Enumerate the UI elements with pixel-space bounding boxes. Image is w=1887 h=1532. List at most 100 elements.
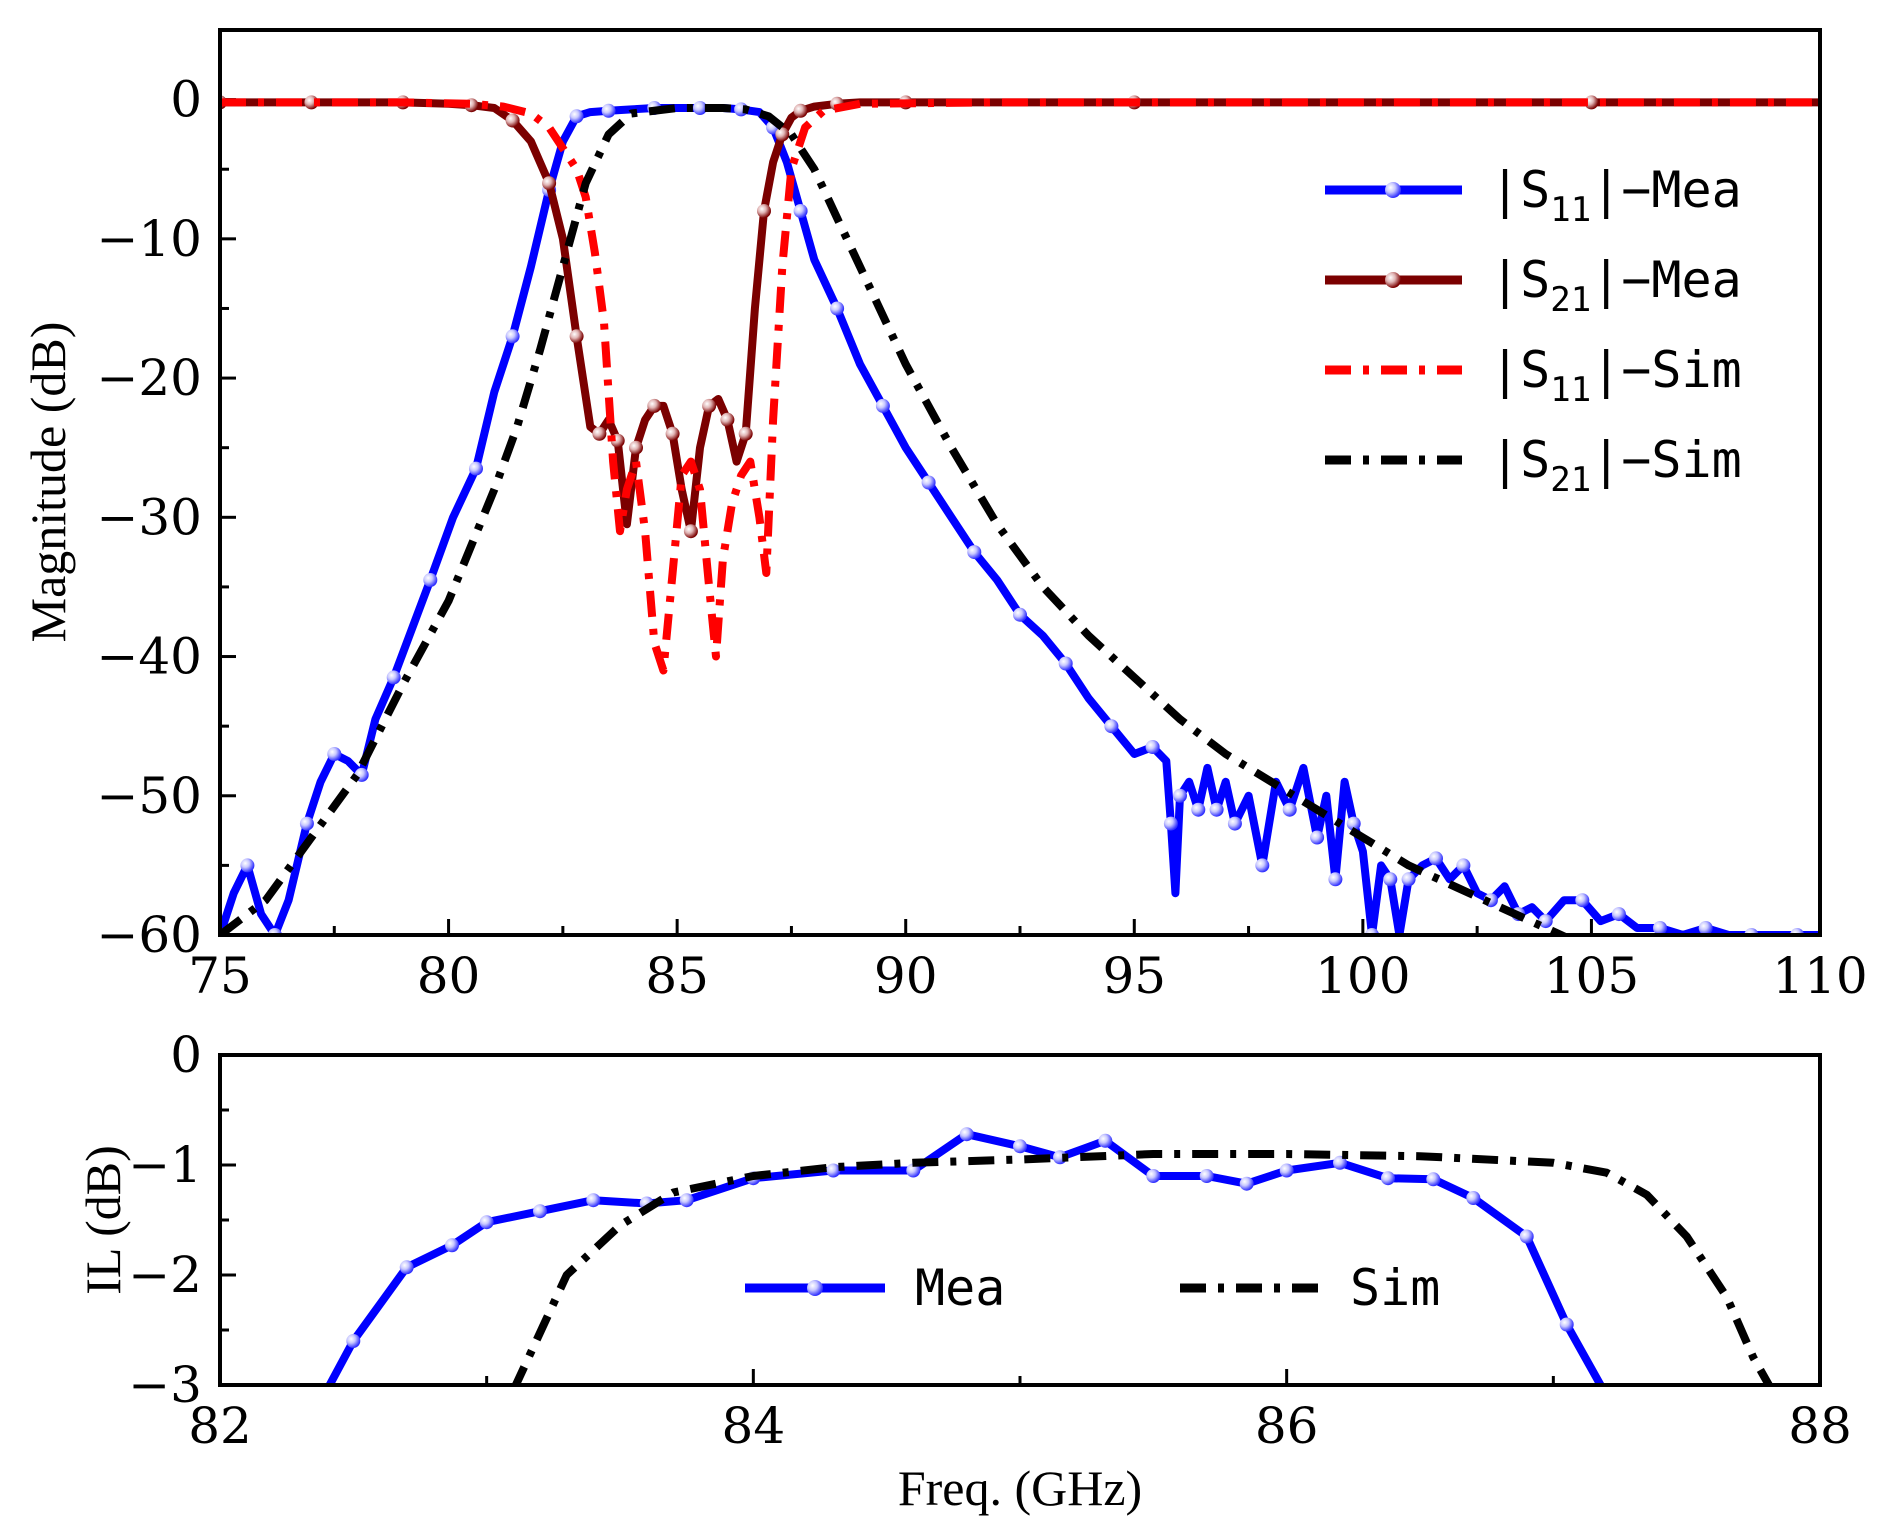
bottom-marker — [1013, 1139, 1027, 1154]
bottom-marker — [1279, 1163, 1294, 1178]
top-marker — [1538, 914, 1553, 929]
top-marker — [386, 670, 401, 685]
bottom-y-tick-label: 0 — [170, 1026, 202, 1084]
top-marker — [921, 475, 936, 490]
top-series-group — [220, 95, 1820, 935]
top-y-tick-label: −60 — [96, 906, 202, 964]
top-marker — [1282, 802, 1297, 817]
top-marker — [423, 573, 438, 587]
bottom-legend-label: Mea — [915, 1259, 1005, 1317]
bottom-marker — [1098, 1133, 1113, 1148]
bottom-series-group — [322, 1127, 1774, 1403]
bottom-legend: Mea Sim — [745, 1259, 1440, 1317]
top-marker — [1227, 816, 1242, 831]
top-marker — [1698, 921, 1713, 935]
bottom-marker — [1199, 1169, 1214, 1183]
bottom-x-tick-label: 84 — [722, 1397, 786, 1455]
top-marker — [569, 329, 584, 344]
top-axis-ticks: 75 80 85 90 95 100 105 110 0 −10 −20 −30 −40 −50 −60 — [96, 28, 1868, 1005]
top-marker — [738, 426, 753, 441]
bottom-marker — [445, 1238, 459, 1253]
top-x-tick-label: 110 — [1772, 947, 1867, 1005]
top-y-tick-label: −40 — [96, 628, 202, 686]
bottom-marker — [479, 1215, 494, 1230]
top-marker — [830, 301, 845, 316]
top-marker — [1173, 788, 1187, 803]
top-marker — [793, 204, 808, 218]
top-marker — [1653, 921, 1667, 935]
top-legend: |S11|−Mea |S21|−Mea |S11|−Sim |S21|−Sim — [1325, 161, 1742, 500]
top-marker — [793, 103, 808, 118]
top-marker — [775, 127, 790, 142]
top-marker — [1401, 872, 1416, 887]
top-marker — [505, 113, 520, 128]
bottom-marker — [1239, 1176, 1254, 1191]
bottom-marker — [586, 1193, 601, 1208]
top-marker — [569, 109, 584, 124]
bottom-marker — [1559, 1317, 1574, 1332]
bottom-marker — [1146, 1169, 1161, 1183]
x-axis-title: Freq. (GHz) — [898, 1460, 1142, 1516]
bottom-marker — [1333, 1155, 1347, 1170]
bottom-y-tick-label: −2 — [128, 1246, 202, 1304]
top-marker — [720, 412, 735, 427]
top-x-tick-label: 105 — [1544, 947, 1639, 1005]
top-marker — [1255, 858, 1270, 873]
top-marker — [693, 101, 707, 115]
top-marker — [647, 398, 662, 413]
bottom-marker — [959, 1127, 974, 1142]
bottom-marker — [826, 1163, 841, 1178]
top-marker — [1328, 872, 1343, 887]
top-marker — [1310, 830, 1325, 845]
top-marker — [601, 103, 616, 118]
bottom-marker — [1426, 1172, 1441, 1187]
top-marker — [1346, 816, 1361, 831]
top-marker — [1429, 851, 1443, 866]
bottom-marker — [679, 1193, 694, 1208]
top-legend-label: |S11|−Sim — [1490, 341, 1742, 410]
bottom-y-tick-label: −1 — [128, 1136, 202, 1194]
top-marker — [1163, 816, 1178, 831]
bottom-chart-panel: 82 84 86 88 0 −1 −2 −3 IL (dB) Freq. (GHz) Mea S… — [75, 1026, 1852, 1516]
top-marker — [1209, 802, 1224, 817]
bottom-legend-label: Sim — [1350, 1259, 1440, 1317]
bottom-x-tick-label: 86 — [1255, 1397, 1319, 1455]
top-marker — [665, 426, 680, 441]
bottom-legend-marker — [807, 1280, 823, 1296]
top-marker — [1013, 607, 1027, 622]
top-marker — [683, 524, 698, 539]
bottom-y-tick-label: −3 — [128, 1356, 202, 1414]
top-marker — [469, 461, 483, 476]
top-marker — [875, 398, 890, 413]
top-series-s21-sim — [220, 104, 1571, 935]
bottom-marker — [1466, 1191, 1481, 1205]
top-legend-label: |S11|−Mea — [1490, 161, 1742, 230]
top-legend-label: |S21|−Sim — [1490, 431, 1742, 500]
top-marker — [1145, 740, 1160, 754]
top-marker — [1611, 907, 1626, 922]
bottom-marker — [346, 1334, 361, 1348]
bottom-plot-frame — [218, 1053, 1822, 1387]
top-legend-marker — [1385, 182, 1401, 198]
top-x-tick-label: 100 — [1315, 947, 1410, 1005]
top-marker — [1383, 872, 1398, 887]
top-marker — [327, 747, 342, 761]
top-chart-panel: 75 80 85 90 95 100 105 110 0 −10 −20 −30 −40 −50 −60 M… — [20, 28, 1868, 1005]
top-marker — [1575, 893, 1590, 908]
top-legend-label: |S21|−Mea — [1490, 251, 1742, 320]
top-series-s21-mea — [220, 98, 1820, 536]
bottom-axis-ticks: 82 84 86 88 0 −1 −2 −3 — [128, 1026, 1852, 1455]
top-marker — [542, 176, 557, 191]
top-marker — [1456, 858, 1471, 873]
top-marker — [757, 204, 771, 218]
top-marker — [967, 545, 982, 560]
top-x-tick-label: 80 — [417, 947, 481, 1005]
top-marker — [1104, 719, 1119, 734]
bottom-marker — [1600, 1389, 1614, 1403]
top-x-tick-label: 95 — [1102, 947, 1166, 1005]
top-legend-marker — [1385, 272, 1401, 288]
bottom-marker — [399, 1260, 414, 1275]
top-plot-frame — [218, 28, 1822, 937]
top-x-tick-label: 75 — [188, 947, 252, 1005]
